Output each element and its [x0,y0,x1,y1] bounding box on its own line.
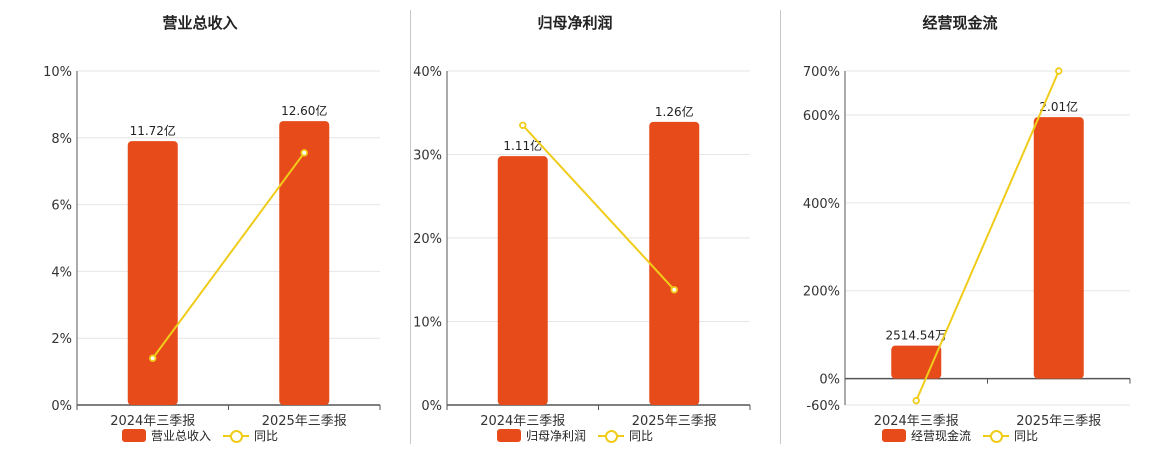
legend: 营业总收入 同比 [0,427,400,444]
legend: 归母净利润 同比 [375,427,775,444]
y-tick-label: 0% [51,399,72,414]
y-tick-label: 40% [413,65,442,80]
legend-label: 营业总收入 [150,429,211,443]
legend-line-swatch [983,429,1009,443]
legend-label: 同比 [254,429,279,443]
chart-svg: 0% 2% 4% 6% 8% 10% 11.72亿 12.60亿 2024年三季报 2025年三季… [43,65,381,429]
bar-data-label: 1.26亿 [655,104,694,119]
legend-label: 同比 [1014,429,1039,443]
x-tick-label: 2025年三季报 [262,414,347,429]
bar-data-label: 11.72亿 [130,123,176,138]
y-tick-label: 10% [43,65,72,80]
y-tick-label: 2% [51,332,72,347]
chart-panel-cash-flow: 经营现金流 -60% 0% 200% 400% 600% 700% 2514.54万 2.01… [760,0,1160,450]
chart-svg: -60% 0% 200% 400% 600% 700% 2514.54万 2.01亿 2024年… [803,65,1131,429]
yoy-point [1055,67,1063,75]
y-tick-label: 0% [819,373,840,388]
y-tick-label: -60% [806,399,840,414]
yoy-line [915,70,1060,402]
x-tick-label: 2024年三季报 [480,414,565,429]
legend-label: 同比 [629,429,654,443]
chart-panel-net-profit: 归母净利润 0% 10% 20% 30% 40% 1.11亿 1.26亿 2024年三季报 20… [375,0,775,450]
x-tick-label: 2024年三季报 [110,414,195,429]
yoy-point [670,286,678,294]
yoy-point [300,149,308,157]
bar [127,141,178,405]
y-tick-label: 4% [51,265,72,280]
y-tick-label: 8% [51,132,72,147]
x-tick-label: 2024年三季报 [874,414,959,429]
legend-item-bar[interactable]: 经营现金流 [881,427,971,444]
legend-item-line[interactable]: 同比 [598,427,653,444]
x-tick-label: 2025年三季报 [1016,414,1101,429]
legend-line-swatch [598,429,624,443]
chart-title: 营业总收入 [162,14,238,32]
y-tick-label: 0% [421,399,442,414]
bar-data-label: 1.11亿 [503,138,542,153]
bar-data-label: 12.60亿 [281,103,327,118]
x-tick-label: 2025年三季报 [632,414,717,429]
legend-item-line[interactable]: 同比 [223,427,278,444]
legend-bar-swatch [121,429,146,442]
legend-label: 经营现金流 [910,429,971,443]
yoy-line [522,124,675,291]
y-tick-label: 700% [803,65,840,80]
legend-line-swatch [223,429,249,443]
bar [649,121,700,405]
legend-item-bar[interactable]: 营业总收入 [121,427,211,444]
chart-panel-revenue: 营业总收入 0% 2% 4% 6% 8% 10% 11.72亿 12.60亿 2024年三季报 2… [0,0,400,450]
bar-data-label: 2514.54万 [885,329,947,343]
panel-divider [780,10,781,444]
y-tick-label: 10% [413,316,442,331]
bar-data-label: 2.01亿 [1039,99,1078,114]
y-tick-label: 400% [803,197,840,212]
legend-label: 归母净利润 [525,429,586,443]
legend-item-bar[interactable]: 归母净利润 [496,427,586,444]
chart-title: 经营现金流 [922,14,998,32]
y-tick-label: 6% [51,199,72,214]
y-tick-label: 200% [803,285,840,300]
bar [1033,117,1084,379]
yoy-point [912,396,920,405]
y-tick-label: 600% [803,109,840,124]
chart-title: 归母净利润 [537,14,613,32]
y-tick-label: 30% [413,149,442,164]
yoy-line [151,152,306,359]
yoy-point [149,354,157,362]
yoy-point [519,121,527,129]
legend: 经营现金流 同比 [760,427,1160,444]
bar [497,156,548,405]
bar [279,121,330,405]
legend-bar-swatch [881,429,906,442]
y-tick-label: 20% [413,232,442,247]
legend-item-line[interactable]: 同比 [983,427,1038,444]
chart-svg: 0% 10% 20% 30% 40% 1.11亿 1.26亿 2024年三季报 2025年三季报 [413,65,751,429]
legend-bar-swatch [496,429,521,442]
panel-divider [410,10,411,444]
